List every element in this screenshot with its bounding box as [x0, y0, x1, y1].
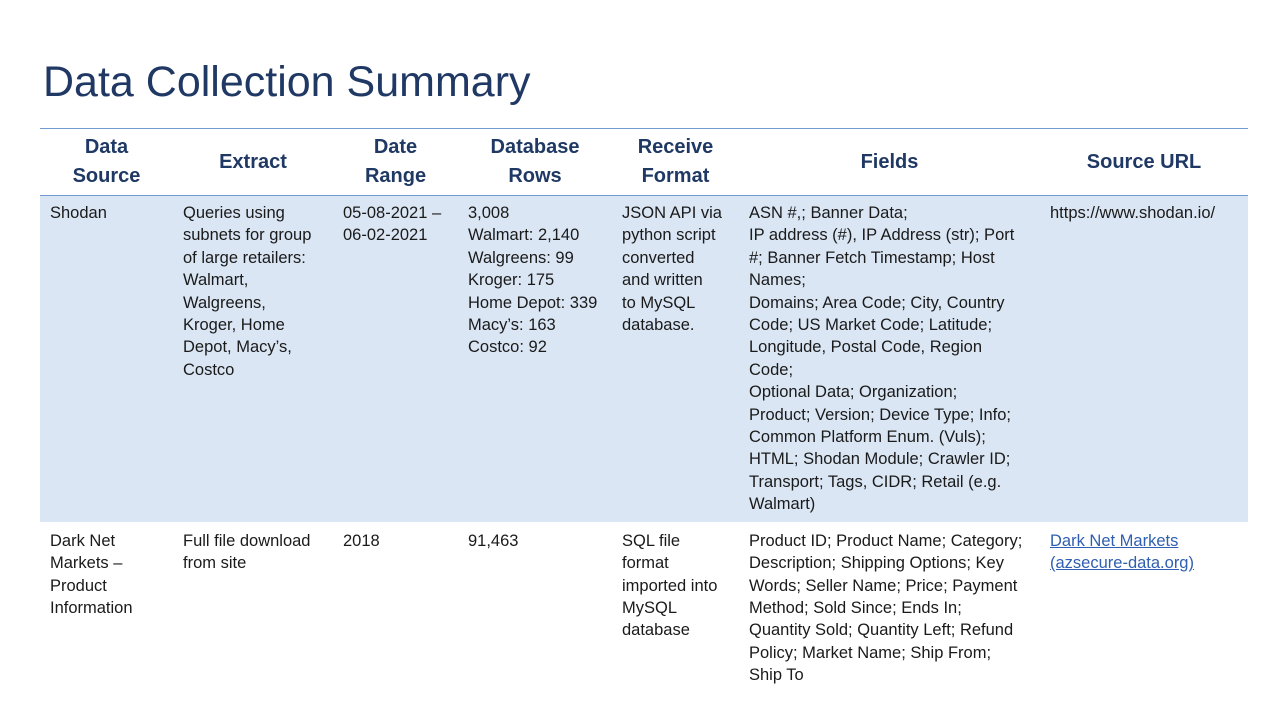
cell-fields: Product ID; Product Name; Category; Desc…	[749, 531, 1023, 685]
cell-source-url: Dark Net Markets (azsecure-data.org)	[1040, 522, 1248, 693]
cell-receive-format: JSON API via python script converted and…	[612, 195, 739, 522]
table-header-row: Data Source Extract Date Range Database …	[40, 128, 1248, 196]
header-date-range: Date Range	[364, 136, 427, 187]
header-database-rows: Database Rows	[490, 136, 580, 187]
cell-extract: Queries using subnets for group of large…	[173, 195, 333, 522]
dark-net-markets-link[interactable]: Dark Net Markets	[1050, 531, 1179, 550]
data-collection-table: Data Source Extract Date Range Database …	[40, 128, 1248, 693]
cell-data-source: Shodan	[40, 195, 173, 522]
cell-database-rows: 3,008 Walmart: 2,140 Walgreens: 99 Kroge…	[458, 195, 612, 522]
slide-title: Data Collection Summary	[43, 58, 531, 106]
cell-receive-format: SQL file format imported into MySQL data…	[622, 531, 718, 640]
cell-source-url: https://www.shodan.io/	[1040, 195, 1248, 522]
cell-date-range: 05-08-2021 – 06-02-2021	[333, 195, 458, 522]
cell-date-range: 2018	[343, 531, 380, 550]
header-extract: Extract	[219, 150, 287, 173]
header-fields: Fields	[860, 150, 919, 173]
header-receive-format: Receive Format	[637, 136, 714, 187]
table-row: Shodan Queries using subnets for group o…	[40, 195, 1248, 522]
cell-extract: Full file download from site	[183, 531, 311, 573]
header-source-url: Source URL	[1086, 150, 1202, 173]
table-row: Dark Net Markets – Product Information F…	[40, 522, 1248, 693]
cell-database-rows: 91,463	[468, 531, 519, 550]
header-data-source: Data Source	[72, 136, 141, 187]
cell-data-source: Dark Net Markets – Product Information	[50, 531, 133, 617]
azsecure-data-link[interactable]: (azsecure-data.org)	[1050, 554, 1194, 573]
cell-fields: ASN #,; Banner Data; IP address (#), IP …	[739, 195, 1040, 522]
